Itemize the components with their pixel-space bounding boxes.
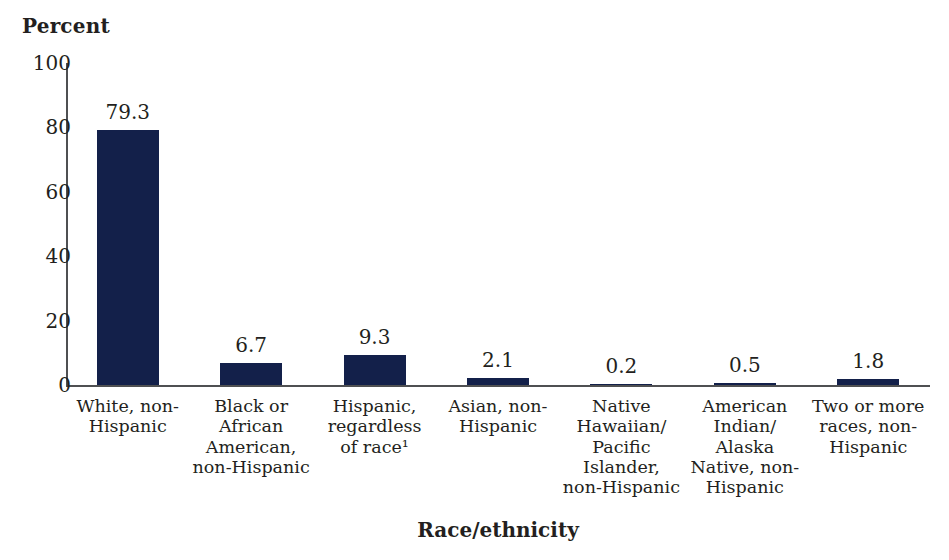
bar-chart-figure: Percent 79.3 6.79.32.10.20.51.8 0 20 40 60 80… xyxy=(0,0,949,560)
bar-value-label: 2.1 xyxy=(436,348,559,372)
bar-column: 6.7 xyxy=(189,63,312,385)
y-tick-label: 20 xyxy=(21,310,71,332)
bar-value-label: 79.3 xyxy=(66,100,189,124)
bar xyxy=(467,378,529,385)
bar xyxy=(97,130,159,385)
y-tick-label: 80 xyxy=(21,116,71,138)
y-axis-line xyxy=(66,63,68,385)
x-category-label: Two or moreraces, non-Hispanic xyxy=(807,396,930,497)
x-category-label: Asian, non-Hispanic xyxy=(436,396,559,497)
bar-value-label: 6.7 xyxy=(189,333,312,357)
x-category-label: Black orAfricanAmerican,non-Hispanic xyxy=(189,396,312,497)
x-category-label: NativeHawaiian/PacificIslander,non-Hispa… xyxy=(560,396,683,497)
y-tick-label: 40 xyxy=(21,245,71,267)
bar-value-label: 0.5 xyxy=(683,353,806,377)
y-axis-title: Percent xyxy=(22,14,110,38)
bar-column: 79.3 xyxy=(66,63,189,385)
bar-value-label: 9.3 xyxy=(313,325,436,349)
plot-area: 79.3 6.79.32.10.20.51.8 xyxy=(66,63,930,385)
bar-column: 2.1 xyxy=(436,63,559,385)
bar xyxy=(344,355,406,385)
x-category-label: White, non-Hispanic xyxy=(66,396,189,497)
bar-column: 1.8 xyxy=(807,63,930,385)
bar-value-label: 1.8 xyxy=(807,349,930,373)
bar xyxy=(220,363,282,385)
x-axis-title: Race/ethnicity xyxy=(66,518,930,542)
bar-column: 0.2 xyxy=(560,63,683,385)
y-tick-label: 0 xyxy=(21,374,71,396)
x-axis-line xyxy=(66,385,930,387)
x-category-label: Hispanic,regardlessof race¹ xyxy=(313,396,436,497)
x-category-label: AmericanIndian/AlaskaNative, non-Hispani… xyxy=(683,396,806,497)
y-tick-label: 60 xyxy=(21,181,71,203)
y-tick-label: 100 xyxy=(21,52,71,74)
bar-column: 0.5 xyxy=(683,63,806,385)
x-axis-category-labels: White, non-HispanicBlack orAfricanAmeric… xyxy=(66,396,930,497)
bar-column: 9.3 xyxy=(313,63,436,385)
bar-value-label: 0.2 xyxy=(560,354,683,378)
